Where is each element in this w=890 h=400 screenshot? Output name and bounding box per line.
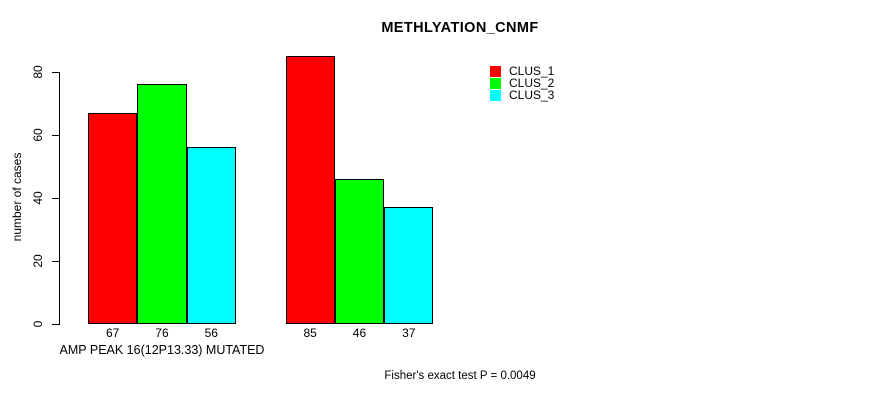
- y-axis-tick: [52, 135, 59, 136]
- y-axis-tick-label: 80: [31, 65, 45, 79]
- y-axis-tick: [52, 324, 59, 325]
- bar-value-label-clus_2-group1: 76: [155, 326, 169, 340]
- bar-value-label-clus_1-group1: 67: [105, 326, 120, 340]
- bar-clus_2-group1: [137, 84, 187, 324]
- legend-swatch-clus-2: [490, 77, 501, 89]
- footnote-text: Fisher's exact test P = 0.0049: [384, 370, 536, 382]
- legend-label-clus-3: CLUS_3: [509, 88, 555, 102]
- bar-clus_1-group1: [88, 112, 138, 324]
- y-axis-tick: [52, 261, 59, 262]
- bar-value-label-clus_2-group2: 46: [352, 326, 367, 340]
- legend-label-clus-2: CLUS_2: [509, 76, 555, 90]
- bar-value-label-clus_3-group1: 56: [204, 326, 218, 340]
- y-axis-tick-label: 0: [31, 320, 45, 328]
- legend-item-clus-3: CLUS_3: [490, 89, 554, 101]
- y-axis-line: [59, 72, 60, 325]
- legend-item-clus-2: CLUS_2: [490, 77, 554, 89]
- legend-swatch-clus-1: [490, 65, 501, 77]
- legend-label-clus-1: CLUS_1: [509, 64, 555, 78]
- bar-value-label-clus_3-group2: 37: [402, 326, 416, 340]
- bar-clus_2-group2: [334, 178, 385, 324]
- y-axis-tick: [52, 72, 59, 73]
- y-axis-label: number of cases: [10, 152, 24, 242]
- y-axis-tick-label: 60: [31, 128, 45, 142]
- legend-item-clus-1: CLUS_1: [490, 65, 554, 77]
- bar-clus_1-group2: [285, 56, 335, 324]
- bar-clus_3-group2: [384, 207, 434, 324]
- y-axis-tick-label: 40: [31, 191, 45, 205]
- x-category-label: AMP PEAK 16(12P13.33) MUTATED: [59, 343, 265, 357]
- y-axis-tick: [52, 198, 59, 199]
- y-axis-tick-label: 20: [31, 254, 45, 268]
- legend-swatch-clus-3: [490, 89, 501, 101]
- bar-clus_3-group1: [186, 147, 236, 324]
- legend: CLUS_1 CLUS_2 CLUS_3: [490, 65, 554, 101]
- bar-value-label-clus_1-group2: 85: [303, 326, 317, 340]
- chart-title: METHLYATION_CNMF: [381, 20, 539, 36]
